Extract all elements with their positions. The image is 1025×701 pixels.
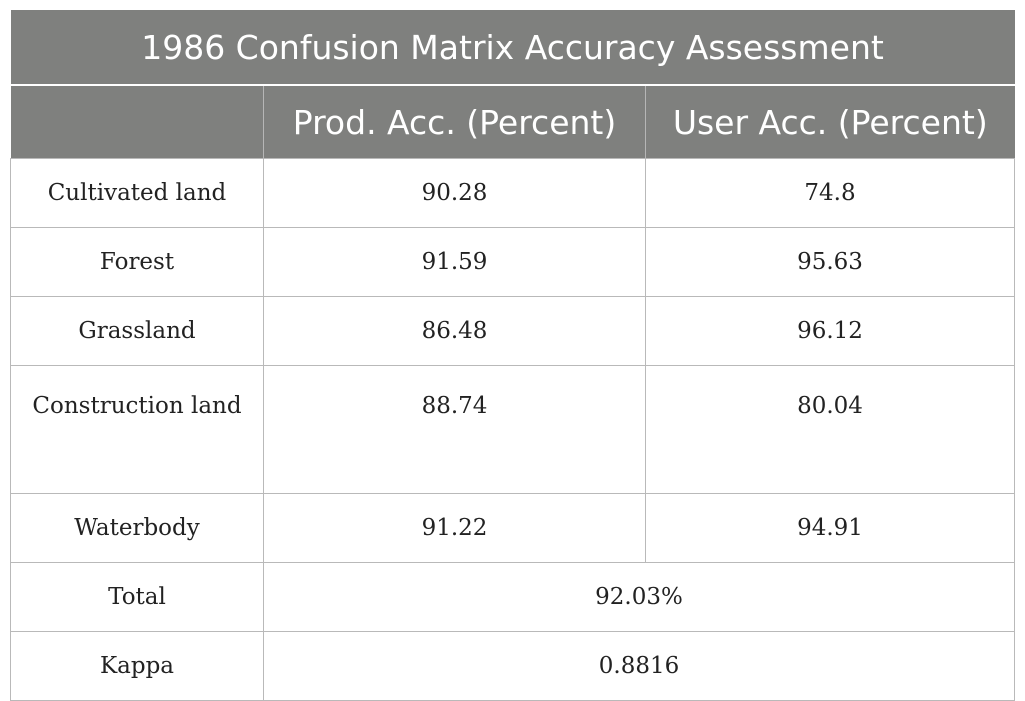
kappa-value: 0.8816 [262,631,1016,701]
row-label: Forest [10,227,264,297]
overall-accuracy-value: 92.03% [262,562,1016,632]
user-acc-value: 94.91 [644,493,1016,563]
summary-row-total: Total 92.03% [10,562,1016,632]
row-label: Total [10,562,264,632]
header-row: Prod. Acc. (Percent) User Acc. (Percent) [10,85,1015,159]
header-prod-acc: Prod. Acc. (Percent) [263,85,646,159]
row-label: Construction land [10,365,264,494]
row-label: Grassland [10,296,264,366]
prod-acc-value: 91.22 [263,493,646,563]
title-row: 1986 Confusion Matrix Accuracy Assessmen… [10,10,1015,86]
header-user-acc: User Acc. (Percent) [645,85,1015,159]
confusion-matrix-table: 1986 Confusion Matrix Accuracy Assessmen… [10,10,1016,701]
table-row: Cultivated land 90.28 74.8 [10,158,1016,228]
prod-acc-value: 91.59 [263,227,646,297]
table-row: Forest 91.59 95.63 [10,227,1016,297]
prod-acc-value: 88.74 [263,365,646,494]
row-label: Kappa [10,631,264,701]
user-acc-value: 80.04 [644,365,1016,494]
row-label: Cultivated land [10,158,264,228]
prod-acc-value: 86.48 [263,296,646,366]
user-acc-value: 74.8 [644,158,1016,228]
prod-acc-value: 90.28 [263,158,646,228]
table-row: Waterbody 91.22 94.91 [10,493,1016,563]
table-title: 1986 Confusion Matrix Accuracy Assessmen… [10,10,1015,86]
user-acc-value: 95.63 [644,227,1016,297]
summary-row-kappa: Kappa 0.8816 [10,631,1016,701]
table-row: Grassland 86.48 96.12 [10,296,1016,366]
header-empty [10,85,264,159]
user-acc-value: 96.12 [644,296,1016,366]
row-label: Waterbody [10,493,264,563]
table-row: Construction land 88.74 80.04 [10,365,1016,494]
